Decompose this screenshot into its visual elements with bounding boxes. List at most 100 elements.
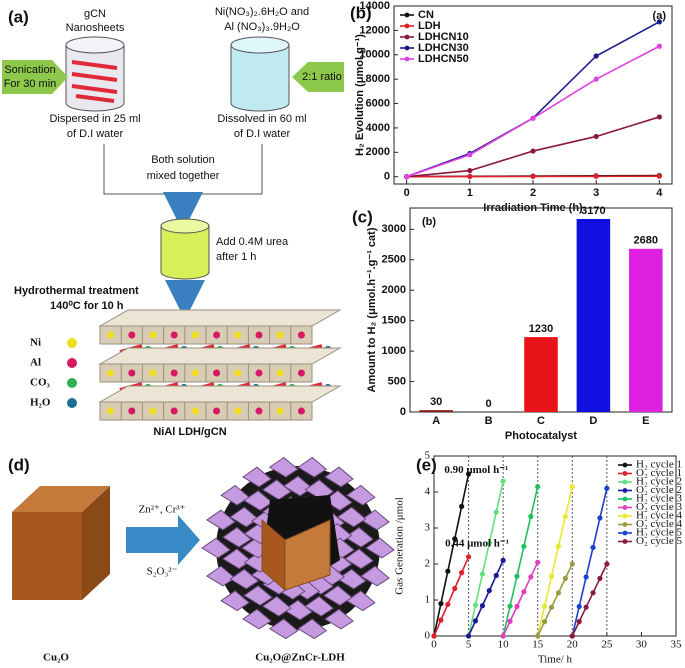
bar [419, 410, 453, 412]
data-point [590, 590, 596, 596]
data-point [459, 570, 465, 576]
label: Cu₂O@ZnCr-LDH [255, 652, 345, 664]
atom [213, 331, 221, 339]
arrow [126, 515, 200, 565]
x-tick-label: 0 [431, 639, 437, 651]
data-point [528, 513, 534, 520]
legend-swatch [622, 530, 628, 536]
data-point [656, 114, 662, 120]
legend-label: H₂ cycle 2 [636, 476, 682, 488]
legend-swatch [622, 488, 628, 493]
label: gCN [84, 8, 106, 20]
x-tick-label: 10 [498, 639, 510, 651]
petal [360, 509, 390, 531]
legend-label: O₂ cycle 1 [636, 467, 682, 479]
data-point [593, 76, 599, 82]
atom [170, 407, 178, 415]
panel-label: (b) [350, 3, 372, 22]
series-line [536, 486, 574, 637]
x-tick-label: 1 [467, 187, 473, 199]
label: Nanosheets [66, 22, 125, 34]
value-label: 1230 [529, 323, 553, 335]
cube-side [82, 486, 110, 600]
atom [170, 331, 178, 339]
series-line [467, 481, 504, 637]
atom [255, 407, 263, 415]
label: Cu₂O [43, 652, 69, 664]
layer-top [98, 347, 342, 365]
atom [107, 407, 115, 415]
legend-swatch [622, 539, 628, 544]
legend-swatch [67, 338, 77, 348]
arrow [2, 60, 68, 94]
atom [107, 369, 115, 377]
petal [283, 599, 313, 621]
data-point [576, 619, 582, 625]
data-point [431, 633, 437, 639]
y-tick-label: 8000 [366, 73, 390, 85]
y-tick-label: 4 [425, 486, 431, 498]
annotation: (a) [653, 10, 667, 22]
legend-label: O₂ cycle 3 [636, 501, 682, 513]
series-line [406, 116, 660, 178]
atom [191, 331, 199, 339]
series-line [502, 561, 539, 637]
data-point [467, 167, 473, 174]
data-point [555, 590, 562, 596]
data-point [465, 554, 472, 560]
data-point [656, 19, 662, 25]
data-point [514, 573, 520, 579]
petal [242, 608, 272, 630]
y-tick-label: 4000 [366, 122, 390, 134]
data-point [542, 619, 548, 625]
label: 140⁰C for 10 h [50, 300, 124, 312]
data-point [597, 515, 603, 521]
petal [297, 456, 328, 478]
legend-swatch [622, 462, 628, 468]
legend-swatch [622, 505, 628, 510]
data-point [555, 543, 562, 549]
legend-swatch [67, 358, 77, 368]
label: of D.I water [234, 128, 291, 140]
y-tick-label: 1500 [382, 315, 406, 327]
petal [324, 608, 354, 630]
petal [268, 456, 299, 478]
petal [322, 585, 353, 606]
atom [149, 369, 157, 377]
data-point [593, 173, 599, 179]
atom [255, 331, 263, 339]
y-tick-label: 500 [388, 375, 406, 387]
y-tick-label: 2 [425, 558, 431, 570]
legend-swatch [404, 34, 410, 40]
legend-label: H₂ cycle 5 [636, 527, 682, 539]
data-point [593, 53, 599, 59]
y-tick-label: 0 [400, 406, 406, 418]
series-line [467, 560, 504, 637]
atom [276, 331, 284, 339]
label: 2:1 ratio [302, 71, 342, 83]
data-point [465, 633, 472, 639]
x-axis-label: Photocatalyst [505, 430, 577, 442]
y-axis-label: Amount to H₂ (μmol.h⁻¹.g⁻¹ cat) [366, 227, 378, 392]
data-point [535, 559, 541, 565]
data-point [548, 604, 555, 610]
data-point [542, 603, 548, 609]
y-tick-label: 2500 [382, 254, 406, 266]
beaker-top [160, 218, 210, 234]
data-point [562, 513, 568, 520]
legend-label: CO₃ [30, 377, 51, 389]
y-tick-label: 14000 [359, 0, 390, 12]
atom [276, 369, 284, 377]
data-point [530, 173, 536, 180]
label: Dissolved in 60 ml [217, 113, 306, 125]
data-point [445, 601, 451, 607]
data-point [479, 571, 485, 577]
petal [220, 590, 251, 612]
ldh-structure [98, 309, 342, 421]
petal [222, 526, 252, 548]
petal [344, 526, 374, 548]
series-line [536, 563, 574, 637]
atom [107, 331, 115, 339]
